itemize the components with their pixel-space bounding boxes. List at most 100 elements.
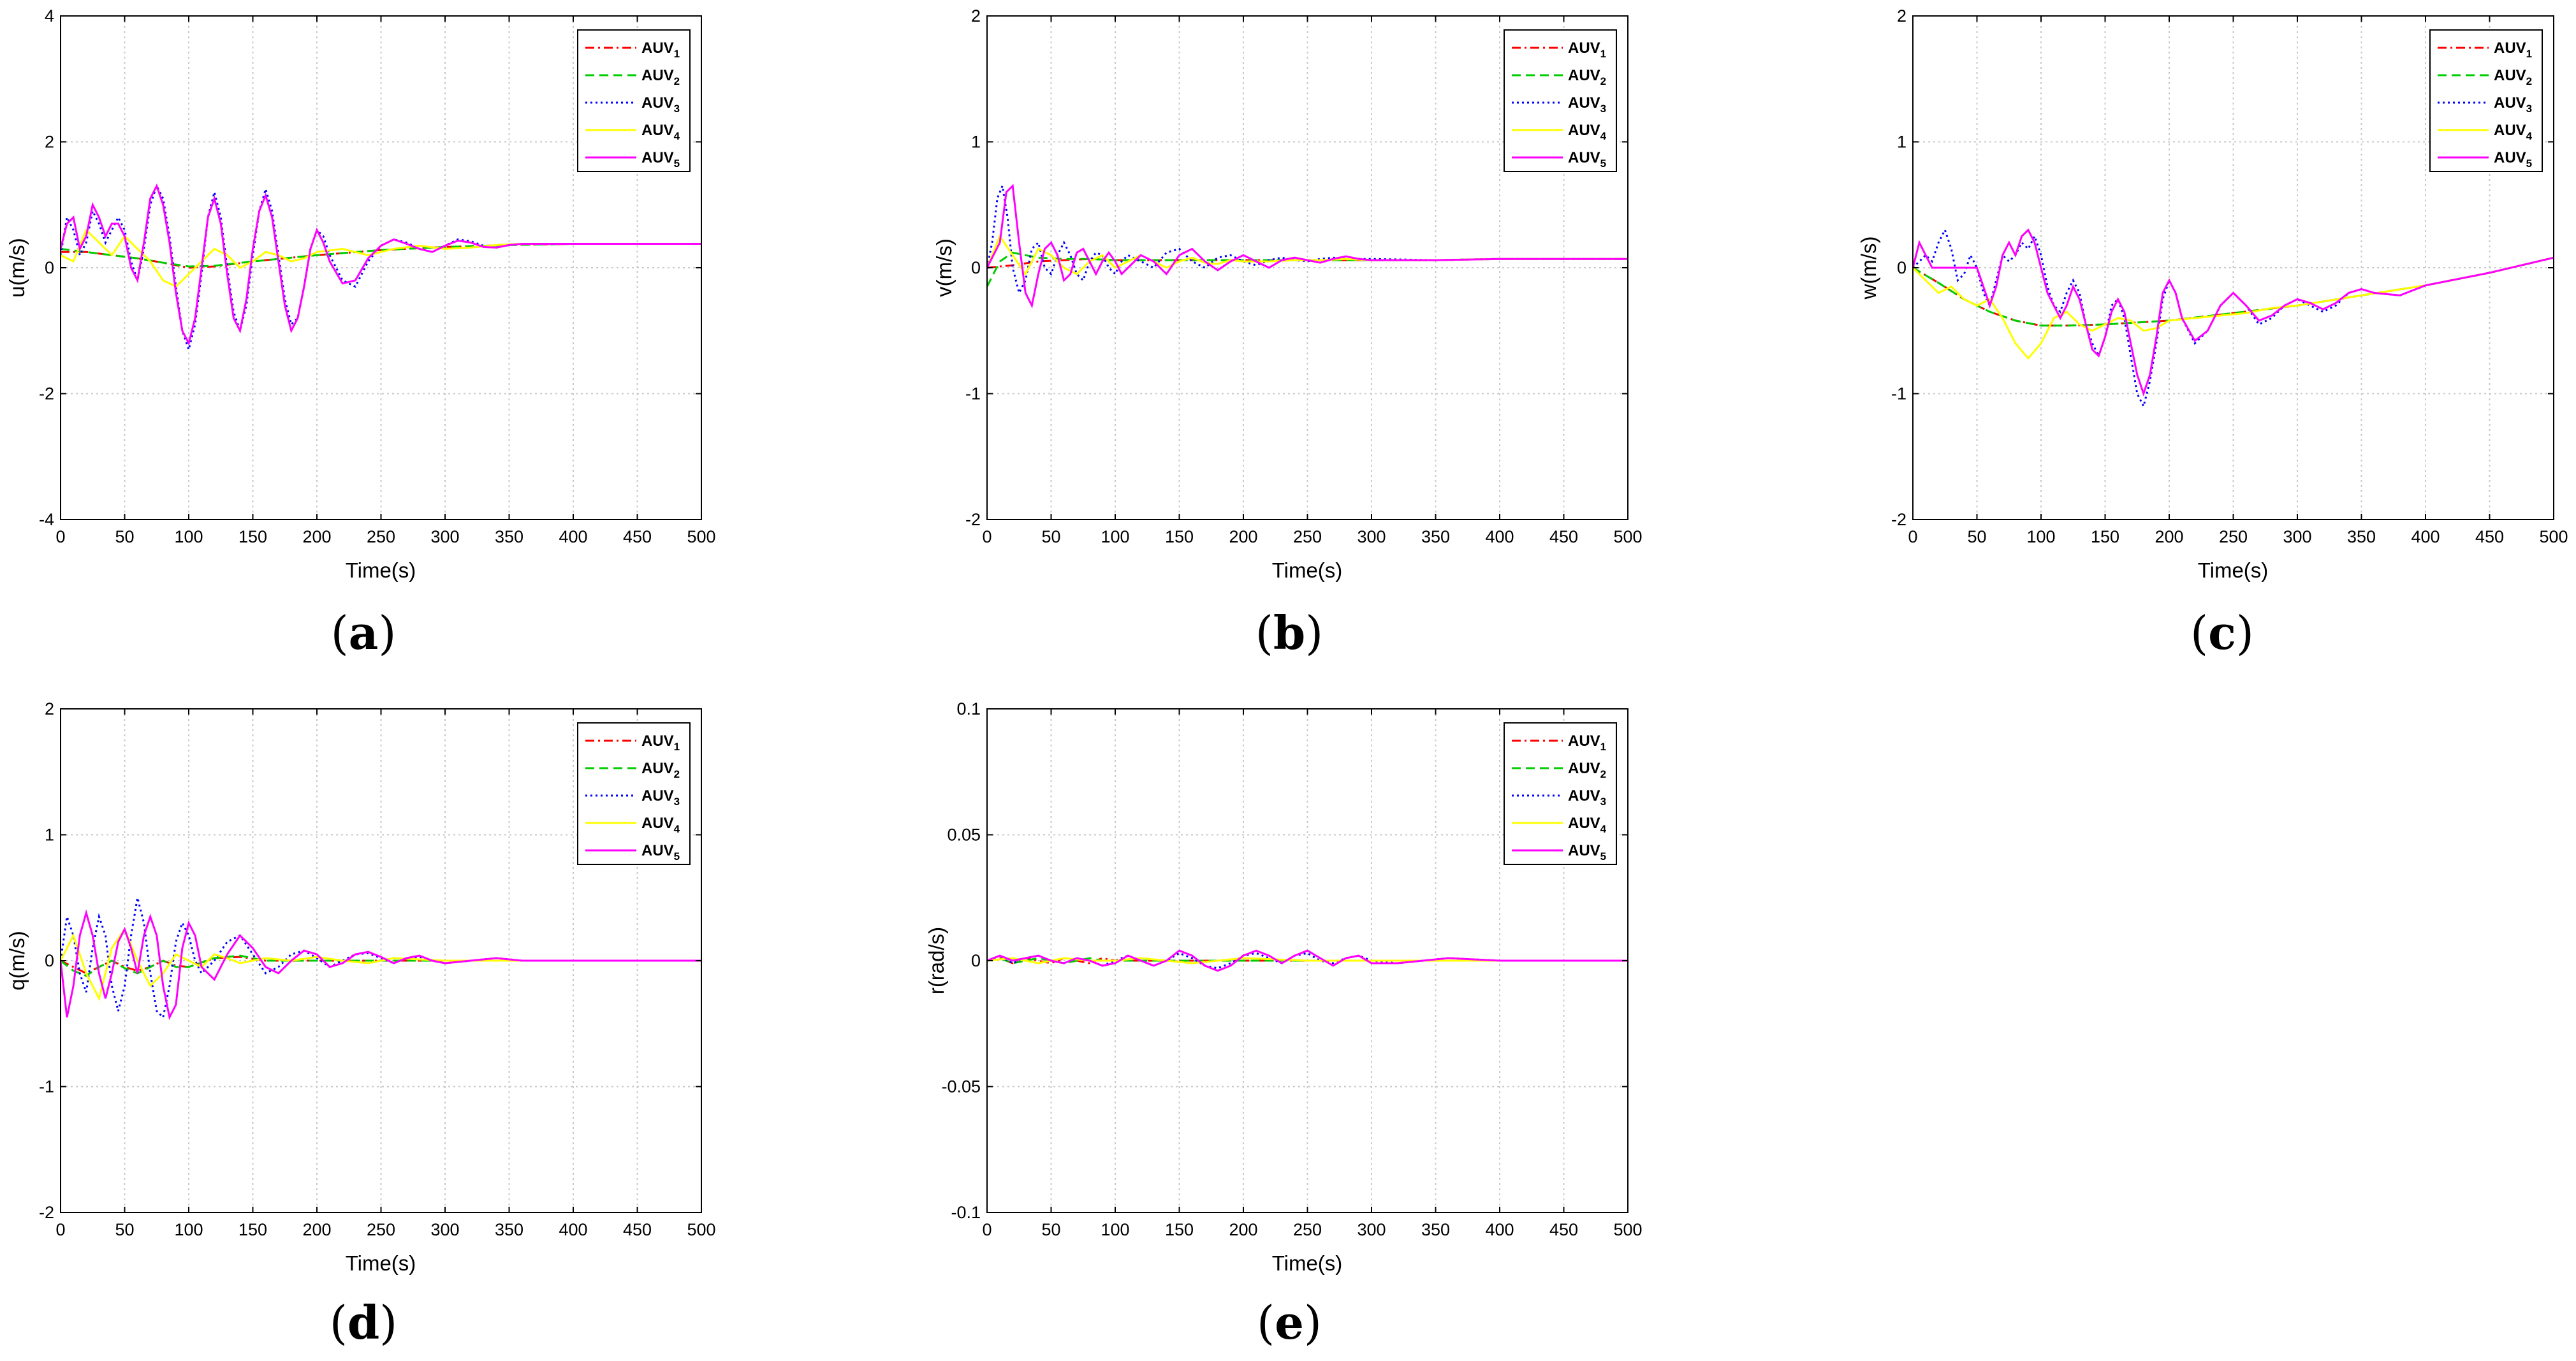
plot-area-c: 0 50 100 150 200 250 300 350 400 450 500-2-1012AUV… [1891, 6, 2568, 546]
ytick-label-c-0: -2 [1891, 510, 1906, 529]
legend-subscript-e-auv5: 5 [1600, 850, 1606, 862]
legend-subscript-a-auv1: 1 [674, 48, 680, 60]
xtick-label-d-9: 450 [623, 1220, 652, 1239]
ytick-label-a-0: -4 [39, 510, 54, 529]
xlabel-e: Time(s) [1272, 1251, 1343, 1275]
legend-label-c-auv4: AUV4 [2494, 122, 2533, 142]
panel-letter-c: c [2208, 606, 2236, 660]
ytick-label-d-2: 0 [45, 951, 54, 970]
series-line-a-auv4 [61, 228, 701, 288]
xtick-label-b-8: 400 [1485, 527, 1514, 546]
legend-subscript-b-auv4: 4 [1600, 130, 1607, 142]
ticks-d: 0 50 100 150 200 250 300 350 400 450 500 -2 -1 0 1 2 [39, 699, 716, 1239]
ytick-label-a-1: -2 [39, 384, 54, 404]
legend-subscript-c-auv3: 3 [2526, 103, 2532, 115]
legend-label-e-auv2: AUV2 [1568, 760, 1606, 780]
xtick-label-e-6: 300 [1357, 1220, 1386, 1239]
legend-label-a-auv1: AUV1 [641, 40, 680, 60]
xtick-label-d-5: 250 [367, 1220, 395, 1239]
panel-label-a: (a) [331, 606, 397, 660]
series-line-d-auv5 [61, 909, 701, 1021]
legend-label-e-auv4: AUV4 [1568, 815, 1607, 835]
legend-label-e-auv5: AUV5 [1568, 842, 1606, 862]
legend-subscript-a-auv4: 4 [674, 130, 680, 142]
panel-label-b: (b) [1255, 606, 1324, 660]
xtick-label-b-7: 350 [1421, 527, 1450, 546]
legend-label-a-auv5: AUV5 [641, 149, 680, 170]
ticks-a: 0 50 100 150 200 250 300 350 400 450 500 -4 -2 0 2 4 [39, 6, 716, 546]
xtick-label-d-10: 500 [687, 1220, 715, 1239]
xtick-label-d-6: 300 [430, 1220, 459, 1239]
ytick-label-e-4: 0.1 [956, 699, 981, 718]
plot-area-b: 0 50 100 150 200 250 300 350 400 450 500-2-1012AUV… [965, 6, 1643, 546]
ytick-label-e-1: -0.05 [941, 1077, 981, 1096]
legend-box-c [2429, 29, 2543, 172]
legend-subscript-d-auv2: 2 [674, 768, 680, 780]
xtick-label-b-1: 50 [1041, 527, 1060, 546]
ytick-label-a-2: 0 [45, 258, 54, 277]
legend-subscript-a-auv2: 2 [674, 75, 680, 87]
panel-a: 0 50 100 150 200 250 300 350 400 450 500-4-2024AUV… [5, 6, 716, 660]
xtick-label-c-5: 250 [2219, 527, 2248, 546]
xtick-label-a-10: 500 [687, 527, 715, 546]
xtick-label-b-4: 200 [1229, 527, 1257, 546]
legend-subscript-a-auv5: 5 [674, 157, 680, 170]
legend-label-b-auv4: AUV4 [1568, 122, 1607, 142]
panel-label-d: (d) [330, 1295, 398, 1350]
legend-b: AUV1 AUV2 AUV3 AUV4 AUV5 [1504, 29, 1617, 172]
legend-label-e-auv1: AUV1 [1568, 732, 1606, 753]
xtick-label-a-2: 100 [174, 527, 203, 546]
legend-subscript-d-auv3: 3 [674, 796, 680, 808]
xtick-label-e-9: 450 [1549, 1220, 1578, 1239]
xtick-label-d-8: 400 [559, 1220, 587, 1239]
panel-e: 0 50 100 150 200 250 300 350 400 450 500-0.1-0.050… [925, 699, 1643, 1350]
legend-label-a-auv3: AUV3 [641, 94, 680, 115]
series-line-a-auv5 [61, 183, 701, 346]
xtick-label-a-6: 300 [430, 527, 459, 546]
legend-subscript-d-auv4: 4 [674, 823, 680, 835]
xtick-label-c-3: 150 [2091, 527, 2119, 546]
series-group-d [61, 897, 701, 1021]
xtick-label-e-4: 200 [1229, 1220, 1257, 1239]
xtick-label-e-7: 350 [1421, 1220, 1450, 1239]
xtick-label-b-3: 150 [1165, 527, 1194, 546]
xtick-label-c-4: 200 [2155, 527, 2183, 546]
series-line-c-auv5 [1913, 228, 2554, 397]
xtick-label-b-0: 0 [982, 527, 992, 546]
series-line-b-auv5 [987, 184, 1628, 309]
legend-label-d-auv4: AUV4 [641, 815, 680, 835]
plot-area-a: 0 50 100 150 200 250 300 350 400 450 500-4-2024AUV… [39, 6, 716, 546]
legend-e: AUV1 AUV2 AUV3 AUV4 AUV5 [1504, 722, 1617, 865]
ytick-label-a-3: 2 [45, 133, 54, 152]
ylabel-e: r(rad/s) [925, 927, 948, 994]
legend-box-b [1504, 29, 1617, 172]
ytick-label-c-1: -1 [1891, 384, 1906, 404]
series-group-c [1913, 227, 2554, 409]
xlabel-d: Time(s) [346, 1251, 416, 1275]
legend-subscript-b-auv5: 5 [1600, 157, 1606, 170]
ytick-label-d-1: -1 [39, 1077, 54, 1096]
ytick-label-b-3: 1 [971, 133, 981, 152]
legend-label-c-auv1: AUV1 [2494, 40, 2532, 60]
legend-subscript-d-auv1: 1 [674, 741, 680, 753]
xtick-label-a-4: 200 [302, 527, 331, 546]
panel-letter-e: e [1275, 1295, 1304, 1350]
legend-label-b-auv2: AUV2 [1568, 67, 1606, 87]
xtick-label-d-2: 100 [174, 1220, 203, 1239]
ytick-label-d-4: 2 [45, 699, 54, 718]
ytick-label-e-3: 0.05 [947, 826, 981, 845]
xtick-label-c-10: 500 [2539, 527, 2568, 546]
xtick-label-d-1: 50 [115, 1220, 134, 1239]
xtick-label-c-7: 350 [2347, 527, 2376, 546]
xtick-label-e-3: 150 [1165, 1220, 1194, 1239]
legend-subscript-c-auv1: 1 [2526, 48, 2532, 60]
ytick-label-b-2: 0 [971, 258, 981, 277]
xtick-label-d-3: 150 [238, 1220, 267, 1239]
series-group-b [987, 182, 1628, 309]
ylabel-a: u(m/s) [5, 238, 29, 298]
legend-subscript-c-auv4: 4 [2526, 130, 2533, 142]
ylabel-c: w(m/s) [1857, 237, 1880, 300]
xtick-label-c-2: 100 [2026, 527, 2055, 546]
grid-a [61, 16, 701, 520]
xtick-label-a-9: 450 [623, 527, 652, 546]
